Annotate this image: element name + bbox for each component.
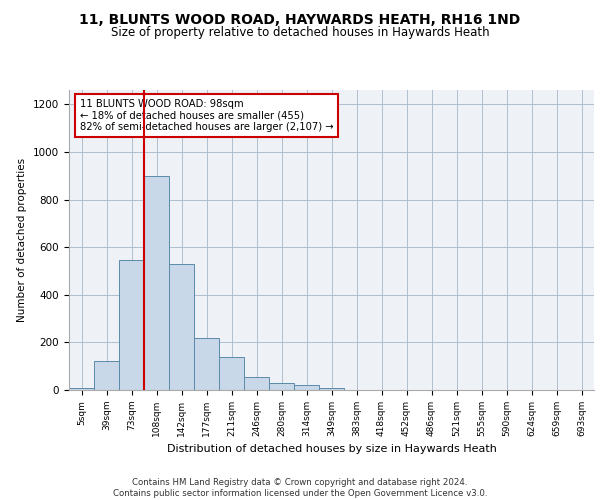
Bar <box>119 260 144 390</box>
Bar <box>219 356 244 390</box>
Bar <box>169 264 194 390</box>
Bar <box>94 362 119 390</box>
Bar <box>69 388 94 390</box>
X-axis label: Distribution of detached houses by size in Haywards Heath: Distribution of detached houses by size … <box>167 444 496 454</box>
Bar <box>194 338 219 390</box>
Bar <box>294 385 319 390</box>
Text: Contains HM Land Registry data © Crown copyright and database right 2024.
Contai: Contains HM Land Registry data © Crown c… <box>113 478 487 498</box>
Text: 11, BLUNTS WOOD ROAD, HAYWARDS HEATH, RH16 1ND: 11, BLUNTS WOOD ROAD, HAYWARDS HEATH, RH… <box>79 12 521 26</box>
Text: 11 BLUNTS WOOD ROAD: 98sqm
← 18% of detached houses are smaller (455)
82% of sem: 11 BLUNTS WOOD ROAD: 98sqm ← 18% of deta… <box>79 99 333 132</box>
Y-axis label: Number of detached properties: Number of detached properties <box>17 158 28 322</box>
Bar <box>144 176 169 390</box>
Bar <box>269 383 294 390</box>
Text: Size of property relative to detached houses in Haywards Heath: Size of property relative to detached ho… <box>110 26 490 39</box>
Bar <box>244 377 269 390</box>
Bar <box>319 388 344 390</box>
